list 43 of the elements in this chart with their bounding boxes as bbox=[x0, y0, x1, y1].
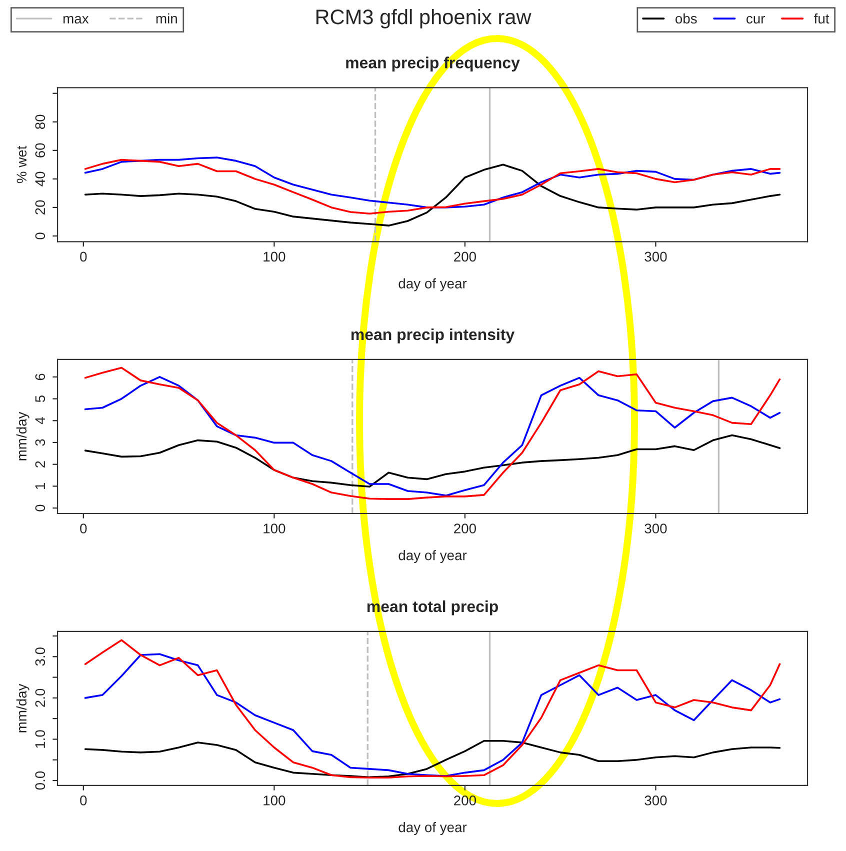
y-tick-label: 20 bbox=[35, 200, 46, 214]
legend-label: cur bbox=[746, 16, 765, 24]
legend-label: fut bbox=[814, 13, 830, 24]
x-tick-label: 100 bbox=[264, 796, 286, 806]
x-tick-label: 100 bbox=[264, 524, 286, 534]
x-tick-label: 200 bbox=[454, 252, 476, 262]
y-tick-label: 1 bbox=[35, 483, 45, 489]
y-tick-label: 2.0 bbox=[35, 688, 46, 707]
x-tick-label: 200 bbox=[454, 796, 476, 806]
y-tick-label: 2 bbox=[35, 461, 45, 468]
legend-label: obs bbox=[676, 13, 697, 24]
x-tick-label: 300 bbox=[644, 252, 667, 262]
y-tick-label: 5 bbox=[35, 396, 46, 402]
x-tick-label: 200 bbox=[454, 524, 476, 534]
y-tick-label: 1.0 bbox=[35, 730, 46, 748]
legend-label: min bbox=[156, 13, 177, 24]
x-tick-label: 300 bbox=[644, 796, 667, 806]
x-tick-label: 100 bbox=[264, 252, 286, 262]
y-tick-label: 0.0 bbox=[35, 771, 46, 790]
line-series bbox=[84, 740, 781, 778]
y-tick-label: 6 bbox=[35, 374, 46, 380]
x-tick-label: 0 bbox=[80, 796, 87, 806]
legend-label: max bbox=[63, 16, 89, 24]
y-tick-label: 80 bbox=[35, 114, 46, 129]
x-axis-title: day of year bbox=[398, 278, 467, 292]
y-tick-label: 0 bbox=[35, 504, 46, 512]
y-axis-title: mm/day bbox=[16, 684, 30, 732]
text: RCM3 gfdl phoenix raw bbox=[316, 9, 532, 28]
y-tick-label: 0 bbox=[35, 232, 46, 240]
y-tick-label: 3.0 bbox=[35, 648, 46, 666]
x-axis-title: day of year bbox=[398, 822, 467, 835]
y-tick-label: 4 bbox=[35, 417, 45, 424]
line-series bbox=[84, 164, 781, 226]
y-tick-label: 60 bbox=[35, 143, 46, 158]
x-tick-label: 0 bbox=[80, 252, 87, 262]
x-tick-label: 0 bbox=[80, 524, 87, 534]
y-tick-label: 40 bbox=[35, 172, 46, 186]
x-axis-title: day of year bbox=[398, 550, 467, 563]
y-axis-title: mm/day bbox=[16, 412, 30, 460]
line-series bbox=[84, 434, 781, 488]
x-tick-label: 300 bbox=[644, 524, 667, 534]
y-axis-title: % wet bbox=[16, 146, 27, 184]
y-tick-label: 3 bbox=[35, 439, 46, 446]
